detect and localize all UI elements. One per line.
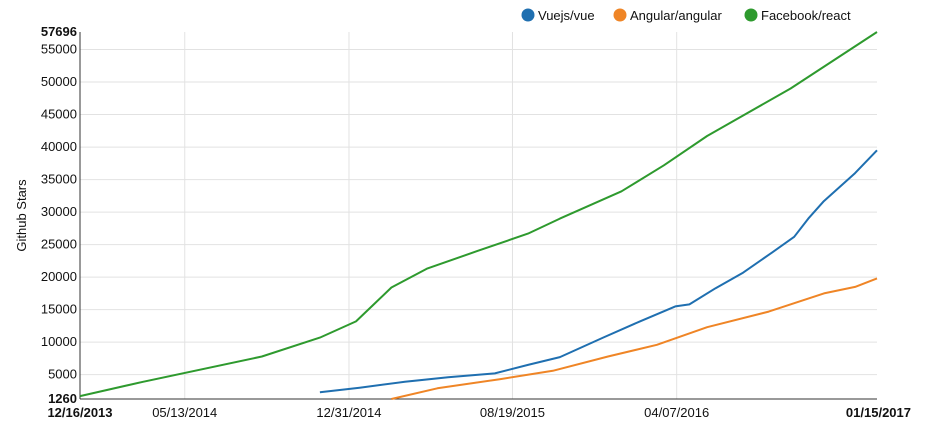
legend-swatch <box>744 8 758 22</box>
x-tick-label: 01/15/2017 <box>846 405 911 420</box>
legend-label: Vuejs/vue <box>538 8 595 23</box>
y-tick-label: 25000 <box>41 237 77 252</box>
x-tick-label: 12/31/2014 <box>316 405 381 420</box>
y-tick-label: 35000 <box>41 172 77 187</box>
x-tick-label: 05/13/2014 <box>152 405 217 420</box>
legend-label: Angular/angular <box>630 8 722 23</box>
y-tick-label: 1260 <box>48 391 77 406</box>
y-tick-label: 15000 <box>41 302 77 317</box>
y-tick-label: 30000 <box>41 204 77 219</box>
y-tick-label: 20000 <box>41 269 77 284</box>
series-line-angular-angular <box>391 277 878 400</box>
y-tick-label: 45000 <box>41 107 77 122</box>
y-tick-label: 50000 <box>41 74 77 89</box>
x-tick-label: 04/07/2016 <box>644 405 709 420</box>
y-axis-title: Github Stars <box>14 179 29 252</box>
y-tick-label: 40000 <box>41 139 77 154</box>
y-tick-label: 10000 <box>41 334 77 349</box>
legend-swatch <box>521 8 535 22</box>
x-tick-label: 12/16/2013 <box>47 405 112 420</box>
x-tick-label: 08/19/2015 <box>480 405 545 420</box>
series-line-facebook-react <box>79 31 878 398</box>
y-tick-label: 55000 <box>41 42 77 57</box>
y-tick-label: 5000 <box>48 367 77 382</box>
series-line-vuejs-vue <box>319 149 878 394</box>
legend-swatch <box>613 8 627 22</box>
y-tick-label: 57696 <box>41 24 77 39</box>
legend-label: Facebook/react <box>761 8 851 23</box>
